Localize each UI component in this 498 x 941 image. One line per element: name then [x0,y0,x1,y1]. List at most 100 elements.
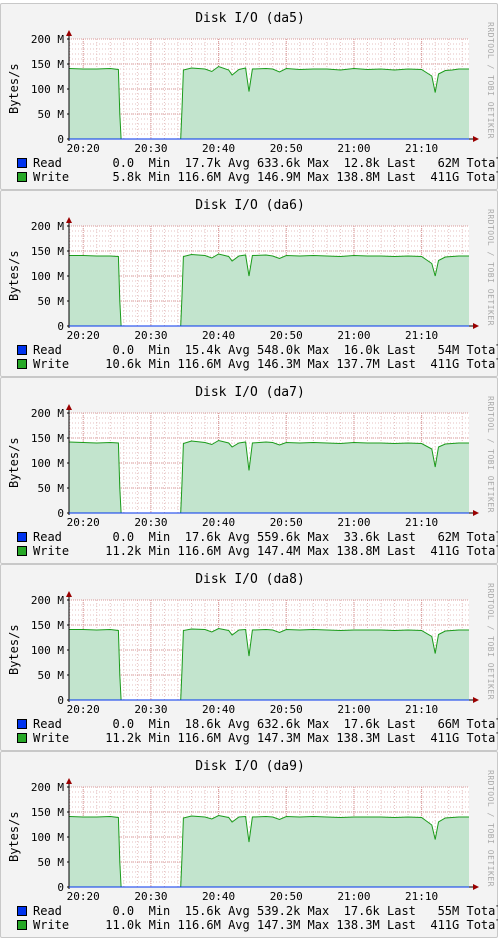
watermark: RRDTOOL / TOBI OETIKER [486,583,495,700]
legend-row-read: Read 0.0 Min 15.6k Avg 539.2k Max 17.6k … [17,904,498,918]
y-axis-arrow [66,404,72,410]
x-tick-label: 20:30 [134,329,167,342]
graph-panel: Disk I/O (da6) Bytes/s RRDTOOL / TOBI OETI… [0,190,498,377]
legend-swatch [17,546,27,556]
legend-row-write: Write 11.0k Min 116.6M Avg 147.3M Max 13… [17,918,498,932]
graph-panel: Disk I/O (da5) Bytes/s RRDTOOL / TOBI OETI… [0,3,498,190]
x-tick-label: 21:10 [405,516,438,529]
legend-swatch [17,158,27,168]
write-area [69,628,469,700]
x-axis-arrow [473,884,479,890]
y-axis-arrow [66,778,72,784]
plot-area: 0 50 M 100 M 150 M 200 M 20:20 20:30 20:40 20:50… [31,591,479,716]
legend-swatch [17,719,27,729]
x-tick-label: 20:20 [67,329,100,342]
x-tick-label: 21:00 [337,329,370,342]
x-axis-arrow [473,136,479,142]
chart-title: Disk I/O (da5) [195,11,305,26]
x-tick-label: 20:30 [134,516,167,529]
x-axis-arrow [473,697,479,703]
legend-text: Read 0.0 Min 17.7k Avg 633.6k Max 12.8k … [33,156,498,170]
chart-title: Disk I/O (da8) [195,572,305,587]
x-tick-label: 21:00 [337,142,370,155]
write-area [69,66,469,139]
graph-panel: Disk I/O (da8) Bytes/s RRDTOOL / TOBI OETI… [0,564,498,751]
x-tick-label: 20:30 [134,142,167,155]
legend-text: Write 11.2k Min 116.6M Avg 147.3M Max 13… [33,731,498,745]
legend-text: Write 10.6k Min 116.6M Avg 146.3M Max 13… [33,357,498,371]
chart-title: Disk I/O (da6) [195,198,305,213]
plot-area: 0 50 M 100 M 150 M 200 M 20:20 20:30 20:40 20:50… [31,30,479,155]
x-tick-label: 20:50 [270,516,303,529]
legend-swatch [17,359,27,369]
legend-swatch [17,172,27,182]
legend-swatch [17,920,27,930]
y-tick-label: 0 [57,133,64,146]
y-tick-label: 150 M [31,245,64,258]
x-tick-label: 21:10 [405,890,438,903]
watermark: RRDTOOL / TOBI OETIKER [486,770,495,887]
x-tick-label: 21:10 [405,703,438,716]
x-tick-label: 21:10 [405,329,438,342]
y-axis-arrow [66,591,72,597]
x-tick-label: 20:40 [202,703,235,716]
y-tick-label: 50 M [38,856,65,869]
y-tick-label: 0 [57,881,64,894]
x-axis-arrow [473,323,479,329]
y-tick-label: 50 M [38,482,65,495]
write-area [69,440,469,513]
x-tick-label: 21:00 [337,890,370,903]
y-tick-label: 150 M [31,432,64,445]
x-tick-label: 20:40 [202,142,235,155]
watermark: RRDTOOL / TOBI OETIKER [486,396,495,513]
x-tick-label: 20:20 [67,516,100,529]
y-tick-label: 100 M [31,457,64,470]
x-tick-label: 21:00 [337,516,370,529]
legend-swatch [17,733,27,743]
legend-text: Write 11.0k Min 116.6M Avg 147.3M Max 13… [33,918,498,932]
write-area [69,815,469,887]
y-axis-arrow [66,30,72,36]
legend-row-read: Read 0.0 Min 17.7k Avg 633.6k Max 12.8k … [17,156,498,170]
legend-text: Read 0.0 Min 15.4k Avg 548.0k Max 16.0k … [33,343,498,357]
legend-text: Read 0.0 Min 15.6k Avg 539.2k Max 17.6k … [33,904,498,918]
y-tick-label: 200 M [31,407,64,420]
legend-text: Read 0.0 Min 18.6k Avg 632.6k Max 17.6k … [33,717,498,731]
y-tick-label: 150 M [31,619,64,632]
x-tick-label: 20:20 [67,890,100,903]
y-tick-label: 200 M [31,594,64,607]
y-tick-label: 150 M [31,58,64,71]
x-tick-label: 20:50 [270,703,303,716]
y-tick-label: 100 M [31,831,64,844]
legend-row-read: Read 0.0 Min 15.4k Avg 548.0k Max 16.0k … [17,343,498,357]
legend-row-read: Read 0.0 Min 18.6k Avg 632.6k Max 17.6k … [17,717,498,731]
y-axis-arrow [66,217,72,223]
y-tick-label: 50 M [38,295,65,308]
x-tick-label: 21:00 [337,703,370,716]
y-tick-label: 0 [57,507,64,520]
y-tick-label: 50 M [38,108,65,121]
x-tick-label: 20:30 [134,703,167,716]
graph-panel: Disk I/O (da9) Bytes/s RRDTOOL / TOBI OETI… [0,751,498,938]
plot-area: 0 50 M 100 M 150 M 200 M 20:20 20:30 20:40 20:50… [31,217,479,342]
watermark: RRDTOOL / TOBI OETIKER [486,22,495,139]
x-tick-label: 21:10 [405,142,438,155]
y-tick-label: 100 M [31,83,64,96]
y-tick-label: 0 [57,320,64,333]
x-tick-label: 20:40 [202,890,235,903]
legend-row-write: Write 5.8k Min 116.6M Avg 146.9M Max 138… [17,170,498,184]
y-tick-label: 100 M [31,644,64,657]
chart-title: Disk I/O (da9) [195,759,305,774]
x-tick-label: 20:40 [202,516,235,529]
y-tick-label: 0 [57,694,64,707]
x-tick-label: 20:20 [67,142,100,155]
x-tick-label: 20:50 [270,329,303,342]
legend-swatch [17,532,27,542]
x-tick-label: 20:50 [270,142,303,155]
legend-row-write: Write 11.2k Min 116.6M Avg 147.3M Max 13… [17,731,498,745]
y-tick-label: 200 M [31,220,64,233]
legend-text: Write 5.8k Min 116.6M Avg 146.9M Max 138… [33,170,498,184]
x-tick-label: 20:40 [202,329,235,342]
x-axis-arrow [473,510,479,516]
